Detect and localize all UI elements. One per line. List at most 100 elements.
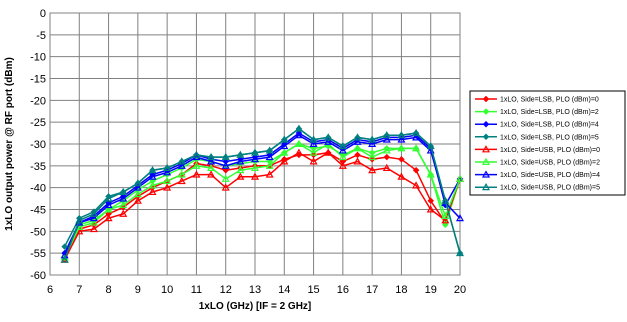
data-point [338,161,347,169]
data-point [163,183,172,191]
data-point [398,155,405,163]
data-point [133,189,142,198]
data-point [294,131,303,139]
data-point [192,170,201,178]
y-tick-label: -30 [30,139,46,151]
legend-item: 1xLO, Side=LSB, PLO (dBm)=0 [475,95,599,104]
data-point [265,170,274,178]
series-line [63,143,461,258]
data-point [119,187,128,196]
data-point [294,139,303,147]
data-point [324,148,333,156]
data-point [441,216,450,224]
data-point [221,183,230,191]
series-8 [60,124,465,263]
legend-item: 1xLO, Side=USB, PLO (dBm)=2 [475,157,600,167]
data-point [207,157,216,165]
data-point [236,172,245,180]
data-point [265,161,274,169]
x-tick-label: 6 [47,284,53,296]
legend-swatch-marker [482,120,490,128]
series-line [63,127,461,260]
data-point [148,172,157,180]
data-point [89,213,98,222]
x-tick-label: 14 [278,284,290,296]
data-point [309,135,318,143]
legend-item: 1xLO, Side=USB, PLO (dBm)=0 [475,145,600,154]
data-point [455,248,465,257]
data-point [353,157,362,165]
data-point [221,152,230,161]
data-point [412,128,421,137]
legend-swatch-marker [482,95,490,103]
series-line [63,151,461,261]
x-tick-label: 9 [135,284,141,296]
y-tick-label: -50 [30,226,46,238]
x-tick-label: 20 [454,284,466,296]
series-line [63,134,461,256]
legend-label: 1xLO, Side=USB, PLO (dBm)=5 [500,185,600,192]
data-point [382,163,391,172]
data-point [294,148,303,156]
data-point [236,150,245,158]
x-tick-label: 17 [366,284,378,296]
data-point [412,144,421,152]
data-point [61,243,68,250]
legend-item: 1xLO, Side=LSB, PLO (dBm)=5 [475,133,599,141]
y-tick-label: -45 [30,205,46,217]
data-point [353,137,362,145]
data-point [250,155,260,163]
data-point [427,197,435,205]
data-point [353,144,362,152]
data-point [119,194,128,202]
data-point [104,213,113,222]
data-point [412,133,421,141]
y-tick-label: -15 [30,74,46,86]
data-point [119,209,128,217]
data-point [104,194,113,202]
legend-box [469,90,626,196]
data-point [177,170,186,178]
data-point [338,152,347,161]
data-point [177,161,186,169]
x-tick-label: 11 [191,284,202,296]
legend-item: 1xLO, Side=LSB, PLO (dBm)=4 [475,120,599,129]
data-point [148,187,157,196]
data-point [294,124,303,132]
data-point [163,163,172,172]
data-point [397,131,406,139]
data-point [368,165,377,174]
series-group [60,124,465,264]
data-point [280,141,289,150]
data-point [280,135,289,143]
legend-label: 1xLO, Side=LSB, PLO (dBm)=5 [500,134,599,141]
data-point [192,150,201,158]
legend-item: 1xLO, Side=USB, PLO (dBm)=4 [475,170,600,179]
data-point [89,218,98,226]
legend-item: 1xLO, Side=LSB, PLO (dBm)=2 [475,108,599,116]
series-line [63,132,461,254]
data-point [236,165,245,174]
data-point [221,161,230,169]
data-point [280,157,289,165]
data-point [104,205,113,213]
data-point [133,179,142,187]
y-tick-label: 0 [40,8,46,20]
x-tick-label: 18 [395,284,407,296]
data-point [133,196,142,204]
x-tick-label: 12 [220,284,232,296]
x-axis-title: 1xLO (GHz) [IF = 2 GHz] [199,301,312,312]
data-point [382,135,391,143]
data-point [250,172,260,180]
legend-label: 1xLO, Side=USB, PLO (dBm)=0 [500,147,600,154]
data-point [368,139,377,147]
y-axis-ticks: 0 -5 -10 -15 -20 -25 -30 -35 -40 -45 -50 -55 -60 [30,8,46,282]
data-point [309,139,318,147]
data-point [133,183,142,191]
data-point [338,141,347,150]
data-point [412,166,420,174]
data-point [324,133,333,141]
data-point [441,196,450,204]
y-tick-label: -10 [30,52,46,64]
data-point [89,224,98,233]
